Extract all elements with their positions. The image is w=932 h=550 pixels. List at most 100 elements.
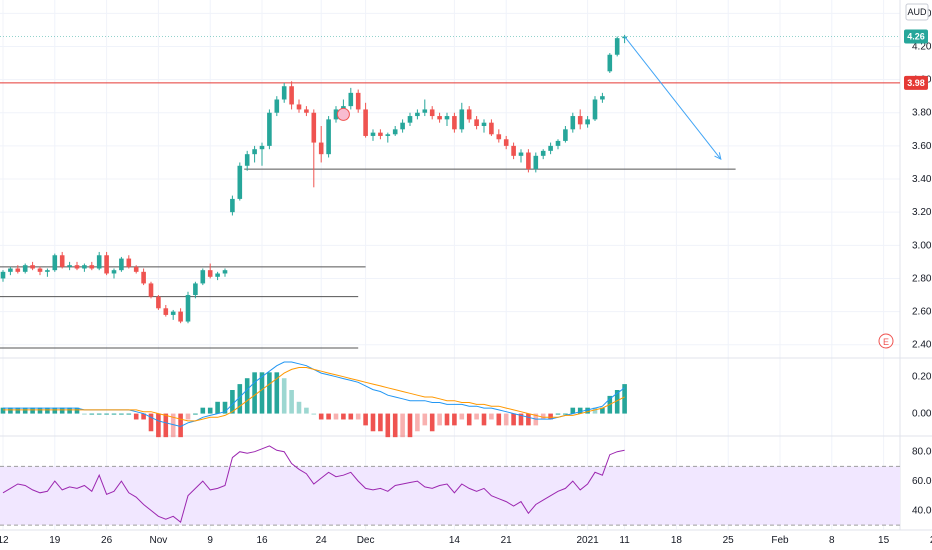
rsi-line	[2, 445, 625, 523]
rsi-tick-label: 40.00	[912, 505, 932, 516]
price-tick-label: 3.20	[912, 207, 932, 218]
macd-histogram-bar	[215, 401, 220, 414]
candle-body	[207, 270, 213, 277]
macd-histogram-bar	[318, 413, 324, 420]
macd-histogram	[0, 372, 627, 438]
time-tick-label: 26	[101, 535, 113, 546]
macd-histogram-bar	[267, 372, 272, 414]
current-price-badge-bg	[904, 29, 928, 44]
candle-body	[37, 268, 43, 272]
macd-histogram-bar	[400, 413, 405, 438]
macd-histogram-bar	[141, 413, 146, 420]
candle-body	[429, 109, 435, 117]
time-axis: 12 19 26 Nov 9 16 24 Dec 14 21 2021 11 18 25 Feb 8 15 22	[0, 535, 932, 546]
candle-body	[289, 86, 294, 105]
horizontal-levels	[0, 36, 900, 526]
candle-body	[170, 311, 176, 315]
price-tick-label: 2.80	[912, 273, 932, 284]
macd-histogram-bar	[429, 413, 435, 432]
candle-body	[156, 296, 161, 309]
current-price-badge: 4.26	[907, 32, 925, 42]
candle-body	[400, 122, 405, 130]
macd-histogram-bar	[348, 413, 354, 420]
macd-histogram-bar	[489, 413, 494, 420]
macd-histogram-bar	[52, 407, 58, 414]
candle-body	[104, 255, 109, 274]
macd-histogram-bar	[207, 407, 213, 414]
macd-histogram-bar	[503, 413, 509, 426]
macd-signal-line	[3, 367, 625, 422]
candle-body	[126, 258, 132, 267]
candle-body	[563, 129, 568, 141]
earnings-event-marker[interactable]: E	[878, 333, 894, 349]
macd-histogram-bar	[96, 413, 102, 415]
macd-histogram-bar	[363, 413, 368, 426]
candle-body	[370, 132, 376, 136]
time-tick-label: 16	[256, 535, 268, 546]
macd-histogram-bar	[163, 413, 169, 438]
candle-body	[296, 104, 302, 110]
macd-histogram-bar	[30, 407, 35, 414]
candle-body	[52, 255, 58, 271]
candle-body	[304, 109, 309, 113]
currency-label-box[interactable]: AUD	[905, 3, 929, 21]
macd-histogram-bar	[8, 407, 13, 414]
macd-histogram-bar	[289, 390, 294, 414]
macd-histogram-bar	[577, 407, 583, 414]
price-tick-label: 4.20	[912, 41, 932, 52]
candle-body	[489, 122, 494, 135]
candle-body	[592, 99, 598, 120]
earnings-event-label: E	[883, 337, 889, 347]
grid-lines	[0, 0, 932, 531]
candle-body	[244, 154, 250, 166]
candle-body	[22, 265, 28, 272]
candle-body	[133, 266, 139, 272]
candle-body	[82, 265, 87, 269]
candle-body	[67, 265, 72, 267]
price-tick-label: 2.60	[912, 307, 932, 318]
candle-body	[363, 109, 368, 136]
macd-histogram-bar	[170, 413, 176, 438]
time-tick-label: Nov	[150, 535, 168, 546]
candle-body	[333, 109, 339, 120]
macd-histogram-bar	[452, 413, 457, 426]
time-tick-label: 19	[49, 535, 61, 546]
macd-tick-label: 0.00	[912, 409, 932, 420]
candle-body	[466, 109, 472, 120]
projection-arrow[interactable]	[624, 36, 722, 160]
macd-histogram-bar	[511, 413, 516, 426]
price-tick-label: 3.00	[912, 240, 932, 251]
time-tick-label: 25	[723, 535, 735, 546]
candle-body	[0, 271, 6, 279]
candle-body	[45, 270, 50, 272]
candle-body	[8, 268, 13, 272]
candle-body	[200, 270, 206, 284]
macd-histogram-bar	[600, 407, 605, 414]
candle-body	[511, 145, 516, 156]
time-tick-label: 15	[878, 535, 890, 546]
candle-body	[163, 308, 169, 315]
candle-body	[274, 99, 280, 113]
macd-histogram-bar	[296, 401, 302, 414]
candle-body	[378, 132, 383, 136]
candle-body	[237, 165, 243, 199]
macd-histogram-bar	[148, 413, 154, 432]
price-axis: 2.402.602.803.003.203.403.603.804.004.20…	[912, 8, 932, 350]
macd-histogram-bar	[259, 372, 265, 414]
candle-body	[481, 122, 487, 126]
macd-histogram-bar	[415, 413, 420, 432]
candle-body	[614, 38, 620, 55]
candle-body	[622, 36, 627, 39]
macd-histogram-bar	[592, 407, 598, 414]
price-tick-label: 3.40	[912, 174, 932, 185]
candle-body	[600, 96, 605, 100]
macd-histogram-bar	[466, 413, 472, 426]
macd-histogram-bar	[244, 378, 250, 414]
candle-body	[311, 112, 317, 143]
candle-body	[185, 295, 191, 322]
candle-body	[59, 255, 65, 267]
macd-histogram-bar	[133, 413, 139, 420]
macd-line	[3, 361, 625, 428]
macd-histogram-bar	[230, 390, 235, 414]
